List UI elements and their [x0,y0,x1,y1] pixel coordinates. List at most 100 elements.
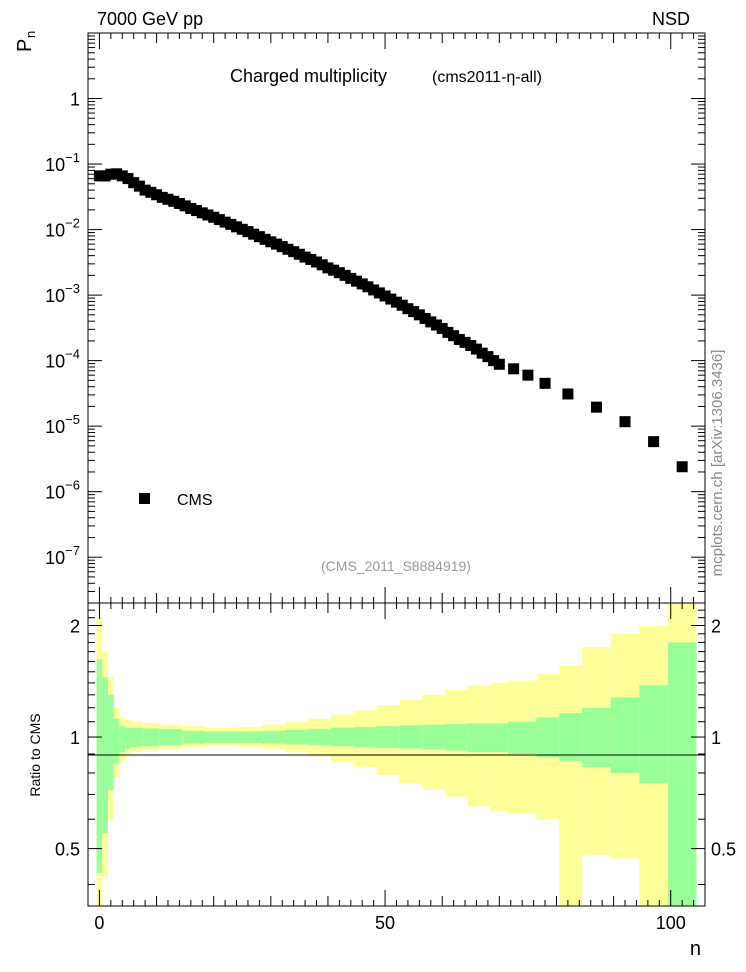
data-point-54 [402,303,414,315]
data-point-45 [351,275,363,287]
data-point-0 [93,170,105,182]
ratio-inner-band-18 [399,725,423,749]
data-point-52 [391,296,402,308]
plot-title: Charged multiplicity [230,66,387,86]
data-point-3 [111,168,123,180]
data-point-32 [276,241,288,253]
ratio-inner-band-19 [422,724,446,750]
x-tick-label-1: 50 [375,913,395,933]
data-point-17 [191,205,203,217]
data-point-69 [488,355,500,367]
main-y-tick-label-6: 10−6 [45,478,80,503]
data-point-12 [162,193,174,205]
data-point-64 [459,336,471,348]
data-point-26 [242,226,254,238]
ratio-inner-band-10 [205,731,240,743]
data-point-63 [453,334,465,346]
ratio-inner-band-12 [262,730,286,744]
data-point-72 [522,369,534,381]
data-point-67 [476,347,488,359]
data-point-56 [413,309,425,321]
data-point-25 [236,223,248,235]
data-point-23 [225,218,237,230]
data-point-30 [265,236,277,248]
ratio-inner-band-14 [307,729,331,746]
ratio-inner-band-2 [107,694,114,790]
x-axis-title: n [690,938,701,960]
ratio-inner-band-22 [490,723,508,753]
data-point-62 [448,330,460,342]
main-y-tick-label-1: 10−1 [45,150,80,175]
ratio-inner-band-24 [536,717,560,758]
data-point-18 [196,207,208,219]
ratio-inner-band-20 [445,723,468,751]
data-point-27 [248,228,260,240]
ratio-outer-band-25 [559,665,583,906]
data-point-48 [368,284,380,296]
data-point-20 [208,211,220,223]
process-label: NSD [652,9,690,29]
data-point-15 [179,200,191,212]
ratio-inner-band-21 [467,723,491,753]
main-y-tick-label-0: 1 [70,90,80,110]
data-point-40 [322,262,334,274]
y-axis-title-main-p: P [14,39,36,52]
data-point-28 [253,231,265,243]
data-point-8 [139,184,151,196]
data-point-42 [333,267,345,279]
data-point-13 [168,195,180,207]
ratio-inner-band-6 [130,727,143,748]
ratio-inner-band-11 [239,731,263,743]
data-point-21 [213,214,225,226]
x-tick-label-0: 0 [94,913,104,933]
ratio-y-tick-label-left-2: 0.5 [55,840,80,860]
main-y-tick-labels: 1 10−1 10−2 10−3 10−4 10−5 10−6 10−7 [45,90,80,569]
data-point-38 [311,256,323,268]
data-point-47 [362,281,374,293]
data-point-46 [356,278,368,290]
x-tick-label-2: 100 [656,913,686,933]
main-y-tick-label-2: 10−2 [45,216,80,241]
data-point-2 [105,168,117,180]
legend: CMS [139,492,213,509]
data-point-10 [151,189,163,201]
data-point-24 [231,221,243,233]
ratio-inner-band-7 [142,728,160,747]
ratio-inner-band-3 [113,718,120,764]
data-point-49 [373,287,385,299]
y-axis-title-ratio: Ratio to CMS [27,713,43,796]
legend-marker-cms [139,493,150,504]
main-y-tick-label-5: 10−5 [45,412,80,437]
data-point-70 [493,358,505,370]
ratio-y-tick-labels: 2 2 1 1 0.5 0.5 [55,616,736,859]
main-plot-frame [87,32,706,604]
data-point-6 [128,177,140,189]
data-point-16 [185,202,197,214]
ratio-y-tick-label-left-0: 2 [70,616,80,636]
ratio-inner-band-16 [353,726,377,748]
data-point-68 [482,351,494,363]
ratio-inner-band-29 [667,642,697,906]
energy-label: 7000 GeV pp [97,9,203,29]
data-point-53 [396,299,408,311]
data-point-66 [470,343,482,355]
data-point-50 [379,290,391,302]
data-point-58 [425,316,437,328]
data-point-55 [408,306,420,318]
data-point-4 [116,170,128,182]
data-point-37 [305,253,317,265]
legend-label-cms: CMS [177,492,213,509]
data-point-78 [676,461,688,473]
ratio-y-tick-label-left-1: 1 [70,728,80,748]
ratio-y-tick-label-right-2: 0.5 [711,840,736,860]
ratio-inner-band-0 [96,659,103,873]
data-point-71 [508,363,520,375]
side-credit: mcplots.cern.ch [arXiv:1306.3436] [709,350,726,577]
analysis-id: (CMS_2011_S8884919) [321,558,471,574]
ratio-inner-band-17 [376,726,400,748]
data-point-19 [202,209,214,221]
data-point-65 [465,340,477,352]
ratio-inner-band-9 [182,730,206,744]
data-point-9 [145,186,157,198]
